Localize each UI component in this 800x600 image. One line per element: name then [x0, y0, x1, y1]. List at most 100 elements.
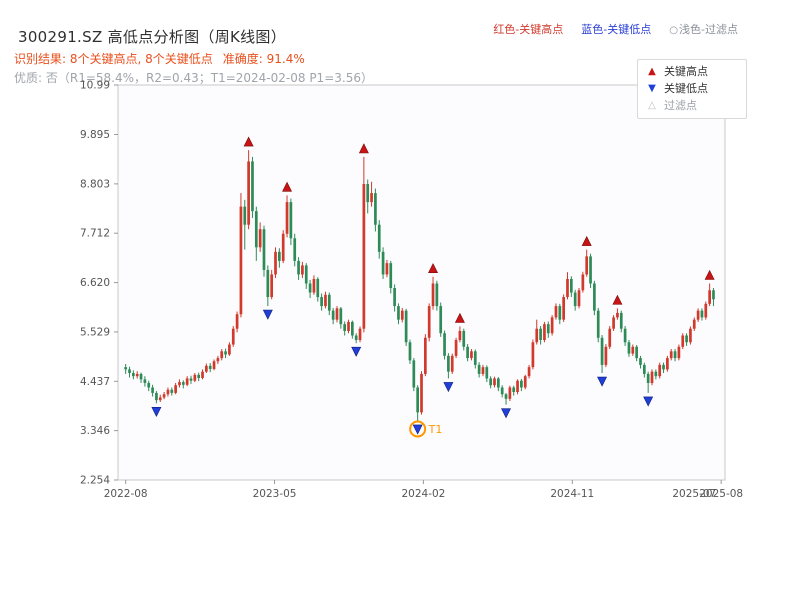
candle-up — [531, 342, 535, 368]
plot-legend-item-filtered: △ 过滤点 — [646, 99, 738, 113]
plot-legend-key-high-label: 关键高点 — [664, 65, 708, 78]
candle-down — [151, 387, 154, 393]
candle-up — [608, 328, 612, 347]
candle-up — [508, 387, 512, 399]
x-end-label: 2025-07 — [672, 488, 716, 500]
plot-legend-box: ▲ 关键高点 ▼ 关键低点 △ 过滤点 — [637, 59, 747, 119]
candle-up — [158, 397, 162, 401]
candle-down — [485, 367, 489, 379]
plot-legend-key-low-label: 关键低点 — [664, 82, 708, 95]
candle-up — [581, 274, 585, 291]
candle-down — [558, 306, 562, 320]
candle-down — [466, 346, 469, 359]
candle-up — [285, 202, 289, 234]
candle-down — [447, 355, 450, 372]
candle-up — [274, 251, 277, 275]
x-tick-label: 2024-11 — [550, 488, 594, 500]
candle-up — [135, 373, 139, 377]
candle-down — [377, 224, 381, 252]
candle-down — [393, 288, 396, 307]
candle-up — [704, 303, 708, 318]
candle-down — [627, 342, 631, 354]
plot-legend-item-key-high: ▲ 关键高点 — [646, 65, 738, 79]
candle-down — [600, 337, 604, 365]
candle-down — [489, 378, 493, 386]
candle-up — [493, 378, 496, 386]
candle-down — [642, 364, 646, 374]
candle-up — [324, 294, 327, 307]
candle-up — [470, 351, 473, 359]
candle-up — [205, 365, 208, 372]
candle-down — [289, 202, 293, 239]
circle-icon: ○ — [669, 25, 679, 36]
candle-up — [458, 330, 462, 341]
candle-up — [235, 314, 239, 329]
candle-down — [293, 238, 297, 261]
candle-up — [212, 361, 216, 369]
candle-up — [423, 337, 427, 374]
candle-up — [312, 278, 316, 293]
x-tick-label: 2024-02 — [401, 488, 445, 500]
candle-down — [147, 382, 151, 388]
candle-up — [178, 382, 181, 386]
candle-up — [385, 263, 389, 275]
candle-down — [416, 387, 420, 413]
candle-down — [251, 161, 254, 212]
candle-down — [412, 360, 416, 388]
candle-down — [266, 269, 270, 298]
y-tick-label: 6.620 — [80, 277, 110, 289]
candle-down — [573, 292, 577, 307]
x-tick-label: 2025-08 — [699, 488, 743, 500]
candle-down — [197, 374, 201, 378]
candle-down — [712, 290, 715, 300]
candle-up — [162, 394, 166, 398]
candle-up — [239, 206, 243, 315]
legend-key-low-label: 蓝色-关键低点 — [581, 23, 652, 36]
y-tick-label: 4.437 — [80, 376, 110, 388]
candle-down — [496, 378, 500, 388]
candle-down — [673, 351, 677, 359]
y-tick-label: 2.254 — [80, 475, 110, 487]
candle-down — [331, 310, 335, 320]
candle-down — [155, 392, 158, 401]
y-tick-label: 7.712 — [80, 228, 110, 240]
candle-down — [243, 206, 247, 225]
t1-label: T1 — [428, 423, 443, 436]
key-high-marker — [428, 263, 439, 274]
candle-up — [431, 283, 435, 307]
candle-up — [370, 193, 373, 203]
candle-up — [523, 376, 527, 388]
candle-down — [462, 330, 466, 347]
candle-up — [231, 328, 235, 345]
candle-down — [477, 364, 481, 374]
x-tick-label: 2022-08 — [104, 488, 148, 500]
candle-down — [124, 367, 128, 370]
candle-down — [350, 321, 354, 336]
candle-down — [208, 365, 212, 369]
candle-down — [320, 297, 323, 307]
candle-up — [658, 364, 662, 377]
candle-up — [585, 256, 589, 275]
candle-down — [316, 278, 320, 298]
candle-up — [577, 290, 581, 307]
candle-up — [216, 358, 220, 362]
candle-up — [335, 308, 339, 320]
y-tick-label: 3.346 — [80, 425, 110, 437]
candle-down — [654, 371, 658, 377]
candle-down — [139, 373, 143, 380]
key-high-marker — [358, 143, 369, 154]
candle-down — [397, 306, 400, 320]
candle-down — [327, 294, 331, 311]
candle-up — [270, 274, 274, 298]
candle-down — [304, 265, 308, 284]
candle-up — [450, 355, 454, 372]
candle-up — [692, 319, 696, 329]
y-tick-label: 9.895 — [80, 129, 110, 141]
key-high-marker — [243, 136, 254, 147]
accuracy-text: 准确度: 91.4% — [222, 52, 305, 66]
legend-key-high-label: 红色-关键高点 — [493, 23, 564, 36]
candle-up — [677, 346, 681, 359]
filtered-triangle-icon: △ — [648, 100, 656, 111]
candle-up — [362, 184, 366, 329]
candle-down — [504, 394, 508, 399]
